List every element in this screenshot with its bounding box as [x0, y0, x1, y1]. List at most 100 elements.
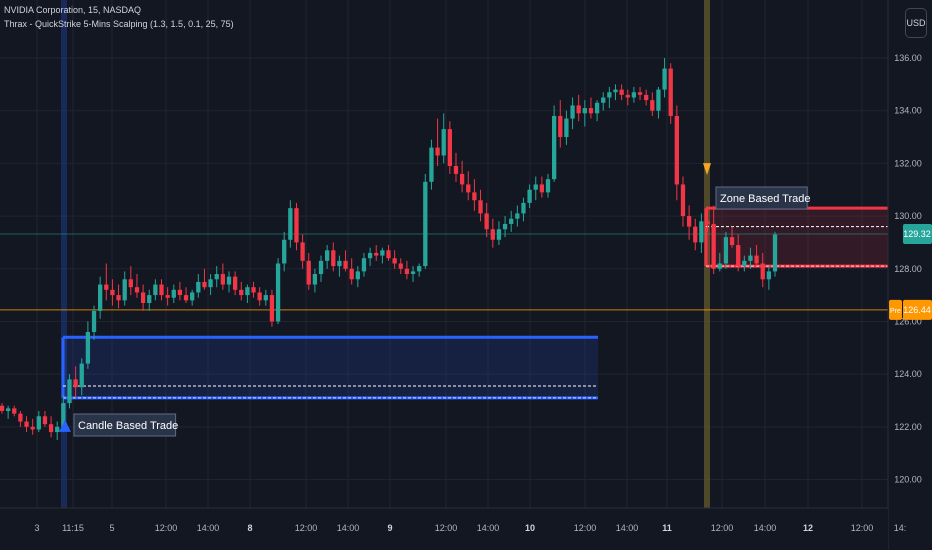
- price-tick-label: 128.00: [894, 264, 922, 274]
- time-tick-label: 9: [387, 523, 392, 533]
- candle-body: [251, 287, 256, 293]
- candle-body: [128, 279, 133, 288]
- session-marker-blue: [61, 0, 67, 508]
- price-tick-label: 136.00: [894, 53, 922, 63]
- candle-body: [18, 413, 23, 422]
- candle-body: [79, 363, 84, 388]
- candle-body: [190, 292, 195, 301]
- time-tick-label: 12:00: [435, 523, 458, 533]
- time-tick-label: 14:00: [197, 523, 220, 533]
- candle-body: [220, 274, 226, 285]
- candle-body: [576, 105, 581, 114]
- annotation-label-box: [73, 413, 177, 437]
- candle-body: [564, 118, 569, 138]
- candle-body: [386, 250, 391, 259]
- candle-body: [337, 260, 342, 267]
- candle-body: [668, 68, 673, 116]
- price-tick-label: 126.00: [894, 316, 922, 326]
- candle-body: [196, 281, 201, 293]
- candle-body: [300, 242, 305, 261]
- candle-body: [55, 426, 60, 433]
- candle-body: [570, 105, 575, 119]
- entry-arrow-up-icon: [59, 419, 71, 432]
- candle-body: [447, 129, 452, 167]
- candle-body: [472, 192, 477, 201]
- time-tick-label: 10: [525, 523, 535, 533]
- price-tick-label: 120.00: [894, 475, 922, 485]
- candle-body: [349, 268, 354, 280]
- candle-body: [711, 223, 716, 269]
- time-tick-label: 8: [247, 523, 252, 533]
- premarket-price-badge: [903, 299, 932, 320]
- candle-body: [245, 287, 250, 296]
- candle-body: [91, 310, 97, 332]
- candle-body: [306, 260, 311, 285]
- candle-body: [153, 284, 158, 296]
- candle-body: [147, 295, 152, 303]
- candle-body: [453, 166, 459, 174]
- candle-body: [404, 268, 410, 275]
- candle-body: [269, 295, 275, 322]
- candle-body: [478, 200, 483, 214]
- candle-body: [183, 295, 189, 301]
- candle-body: [637, 92, 643, 95]
- candle-body: [202, 281, 207, 288]
- candle-body: [490, 229, 495, 240]
- candle-body: [110, 289, 115, 296]
- indicator-title: Thrax - QuickStrike 5-Mins Scalping (1.3…: [4, 19, 234, 29]
- candle-body: [551, 115, 557, 180]
- time-tick-label: 12:00: [574, 523, 597, 533]
- candle-body: [459, 173, 465, 185]
- candle-body: [502, 223, 508, 230]
- candle-body: [656, 89, 661, 111]
- candle-body: [343, 260, 348, 269]
- entry-arrow-down-icon: [703, 163, 711, 176]
- candle-body: [754, 255, 759, 264]
- blue-zone-fill: [63, 337, 598, 398]
- candle-body: [398, 263, 403, 269]
- candle-body: [159, 284, 164, 296]
- annotation-label: Zone Based Trade: [720, 193, 811, 205]
- candle-body: [165, 295, 170, 298]
- candle-body: [98, 284, 103, 311]
- candle-body: [325, 250, 330, 261]
- candle-body: [392, 258, 397, 264]
- candle-body: [318, 260, 324, 275]
- candle-body: [36, 416, 41, 430]
- price-tick-label: 122.00: [894, 422, 922, 432]
- candle-body: [282, 239, 287, 264]
- candle-body: [122, 279, 127, 301]
- candle-body: [644, 94, 649, 101]
- candle-body: [729, 237, 735, 246]
- premarket-tag-label: Pre: [890, 308, 901, 315]
- price-tick-label: 124.00: [894, 369, 922, 379]
- currency-button[interactable]: USD: [905, 8, 927, 38]
- current-price-badge: [903, 223, 932, 244]
- candle-body: [294, 208, 299, 243]
- candle-body: [257, 292, 262, 301]
- candle-body: [760, 263, 765, 280]
- candle-body: [331, 250, 336, 267]
- candle-body: [226, 276, 232, 285]
- time-tick-label: 12:00: [851, 523, 874, 533]
- candle-body: [5, 408, 11, 412]
- candle-body: [417, 266, 422, 272]
- time-tick-label: 12:00: [155, 523, 178, 533]
- candle-body: [766, 271, 772, 280]
- candle-body: [607, 92, 612, 98]
- candle-body: [748, 255, 753, 261]
- premarket-price-label: 126.44: [903, 305, 931, 315]
- candle-body: [410, 271, 416, 275]
- candle-body: [705, 221, 710, 224]
- candle-body: [631, 92, 637, 98]
- candle-body: [527, 189, 532, 203]
- candle-body: [24, 421, 29, 427]
- candle-body: [67, 379, 72, 404]
- candle-body: [496, 229, 502, 240]
- candle-body: [171, 289, 176, 298]
- candle-body: [275, 263, 281, 322]
- candle-body: [30, 426, 35, 430]
- time-tick-label: 3: [34, 523, 39, 533]
- candle-body: [42, 416, 48, 425]
